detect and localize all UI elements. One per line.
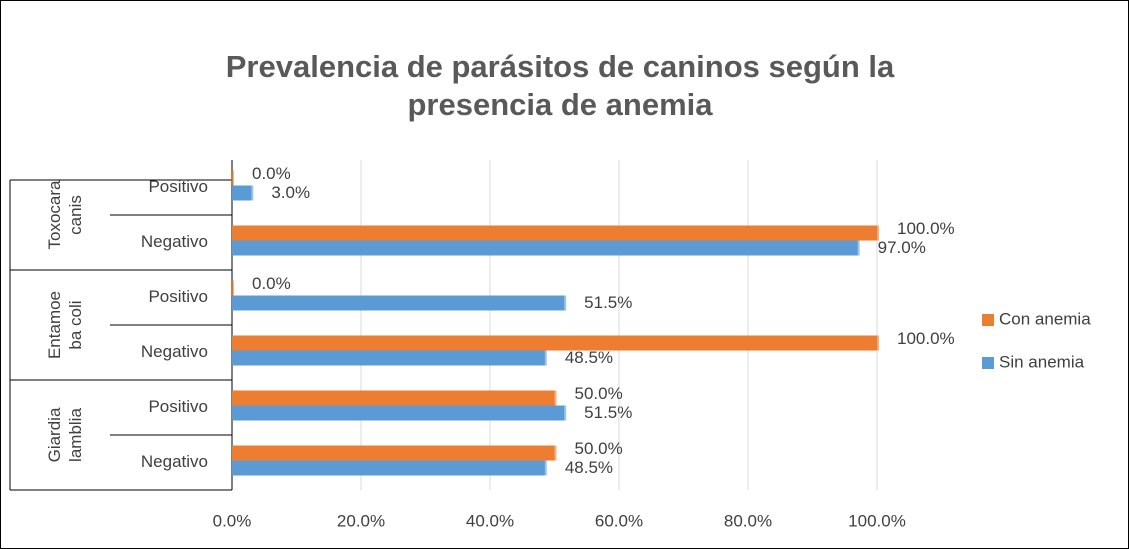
y-tick-label: Positivo [148,177,208,196]
bar [232,295,565,311]
x-tick-label: 40.0% [466,511,514,530]
bar [232,350,545,366]
group-label-box: Giardia lamblia [45,407,85,463]
data-label: 48.5% [565,348,613,367]
data-label: 50.0% [575,439,623,458]
bar-edge [250,185,254,201]
bar [232,240,858,256]
x-tick-label: 80.0% [724,511,772,530]
bar [232,445,555,461]
bar-edge [876,335,879,351]
data-label: 100.0% [897,219,955,238]
bar-edge [231,170,234,186]
x-tick-label: 60.0% [595,511,643,530]
bar-edge [563,295,567,311]
bar-edge [563,405,567,421]
data-label: 51.5% [584,293,632,312]
group-label-box: Entamoeba coli [45,290,85,360]
bar-edge [543,460,547,476]
bar [232,390,555,406]
y-tick-label: Negativo [141,232,208,251]
bar [232,335,877,351]
chart-title: Prevalencia de parásitos de caninos segú… [225,49,895,122]
legend-swatch [982,357,994,369]
bar-edge [876,225,879,241]
data-label: 97.0% [878,238,926,257]
bar-edge [553,445,557,461]
y-tick-label: Positivo [148,287,208,306]
x-tick-label: 100.0% [848,511,906,530]
data-label: 50.0% [575,384,623,403]
y-tick-label: Negativo [141,342,208,361]
bar [232,460,545,476]
data-label: 3.0% [271,183,310,202]
legend-label: Con anemia [999,309,1091,328]
bar-edge [553,390,557,406]
bar [232,405,565,421]
bar [232,185,252,201]
data-label: 0.0% [252,164,291,183]
legend-label: Sin anemia [999,352,1085,371]
x-tick-label: 0.0% [213,511,252,530]
bar-edge [543,350,547,366]
data-label: 51.5% [584,403,632,422]
x-tick-label: 20.0% [337,511,385,530]
data-label: 100.0% [897,329,955,348]
group-label: Giardia lamblia [45,407,85,463]
group-label: Entamoeba coli [45,290,85,360]
y-tick-label: Negativo [141,452,208,471]
y-tick-label: Positivo [148,397,208,416]
data-label: 0.0% [252,274,291,293]
bar-edge [231,280,234,296]
group-label-box: Toxocara canis [45,180,85,250]
data-label: 48.5% [565,458,613,477]
legend-swatch [982,314,994,326]
bar-edge [856,240,860,256]
bar [232,225,877,241]
group-label: Toxocara canis [45,180,85,250]
